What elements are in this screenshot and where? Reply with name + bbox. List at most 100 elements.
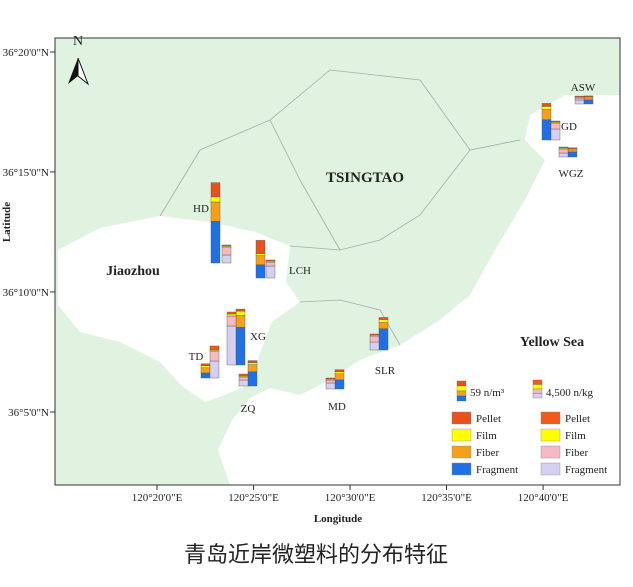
site-label: XG	[250, 331, 266, 343]
sediment-bar-segment	[209, 350, 220, 362]
water-bar-segment	[541, 109, 552, 120]
legend-label: Film	[565, 430, 586, 442]
water-bar-segment	[210, 221, 221, 264]
sediment-bar-segment	[238, 376, 249, 381]
site-label: SLR	[375, 365, 396, 377]
sediment-bar-segment	[325, 382, 336, 390]
water-bar-segment	[378, 319, 389, 323]
legend-label: Fragment	[565, 464, 607, 476]
water-bar-segment	[567, 151, 578, 158]
water-bar-segment	[235, 314, 246, 328]
water-bar-segment	[200, 363, 211, 366]
site-label: LCH	[289, 265, 311, 277]
site-label: ASW	[571, 82, 596, 94]
site-label: ZQ	[241, 403, 256, 415]
place-label: Jiaozhou	[106, 264, 160, 279]
legend-label: Fragment	[476, 464, 518, 476]
water-bar-segment	[200, 372, 211, 379]
sediment-bar-segment	[226, 315, 237, 327]
water-bar-segment	[541, 119, 552, 141]
legend-label: Pellet	[565, 413, 590, 425]
sediment-bar-segment	[226, 325, 237, 366]
water-bar-segment	[567, 147, 578, 150]
water-bar-segment	[210, 196, 221, 203]
sediment-bar-segment	[238, 379, 249, 387]
sediment-bar-segment	[325, 379, 336, 384]
scale-key-part	[456, 380, 467, 387]
scale-label: 4,500 n/kg	[546, 387, 594, 399]
water-bar-segment	[378, 317, 389, 320]
legend-label: Pellet	[476, 413, 501, 425]
scale-key-part	[532, 379, 543, 385]
district-boundary	[299, 299, 401, 346]
sediment-bar-segment	[221, 246, 232, 256]
legend-label: Film	[476, 430, 497, 442]
y-tick-label: 36°5'0"N	[8, 407, 49, 419]
sediment-bar-segment	[209, 345, 220, 351]
sediment-bar-segment	[238, 373, 249, 377]
x-tick-label: 120°25'0"E	[228, 492, 279, 504]
legend-swatch	[540, 428, 561, 442]
site-label: WGZ	[558, 168, 583, 180]
sediment-bar-segment	[226, 311, 237, 315]
legend-swatch	[451, 462, 472, 476]
y-tick-label: 36°15'0"N	[3, 167, 49, 179]
sediment-bar-segment	[265, 265, 276, 279]
sediment-bar-segment	[221, 244, 232, 247]
water-bar-segment	[334, 379, 345, 390]
sediment-bar-segment	[221, 254, 232, 264]
legend-swatch	[540, 411, 561, 425]
water-bar-segment	[247, 360, 258, 363]
scale-key-part	[532, 388, 543, 394]
legend-swatch	[451, 411, 472, 425]
y-tick-label: 36°10'0"N	[3, 287, 49, 299]
sediment-bar-segment	[550, 128, 561, 141]
sea	[218, 95, 620, 485]
scale-key-part	[532, 384, 543, 390]
water-bar-segment	[255, 255, 266, 265]
sediment-bar-segment	[558, 152, 569, 158]
x-tick-label: 120°30'0"E	[325, 492, 376, 504]
sediment-bar-segment	[209, 360, 220, 379]
sediment-bar-segment	[574, 97, 585, 101]
water-bar-segment	[378, 322, 389, 329]
site-label: TD	[189, 351, 204, 363]
water-bar-segment	[334, 371, 345, 374]
sediment-bar-segment	[265, 259, 276, 262]
water-bar-segment	[247, 362, 258, 365]
north-label: N	[73, 34, 83, 49]
place-label: TSINGTAO	[326, 170, 404, 186]
sediment-bar-segment	[369, 335, 380, 343]
legend-swatch	[451, 428, 472, 442]
water-bar-segment	[210, 182, 221, 198]
north-arrow	[68, 58, 78, 84]
water-bar-segment	[583, 95, 594, 98]
sediment-bar-segment	[226, 313, 237, 317]
legend-swatch	[540, 445, 561, 459]
water-bar-segment	[583, 97, 594, 101]
site-label: GD	[561, 121, 577, 133]
water-bar-segment	[255, 253, 266, 256]
y-axis-label: Latitude	[1, 202, 13, 242]
water-bar-segment	[583, 99, 594, 105]
sediment-bar-segment	[265, 261, 276, 267]
map-frame	[54, 37, 621, 486]
district-boundary	[269, 119, 341, 251]
water-bar-segment	[541, 106, 552, 110]
sediment-bar-segment	[550, 122, 561, 130]
water-bar-segment	[255, 264, 266, 279]
water-bar-segment	[235, 310, 246, 316]
water-bar-segment	[210, 201, 221, 222]
water-bar-segment	[334, 373, 345, 381]
district-boundary	[289, 149, 471, 251]
y-tick-label: 36°20'0"N	[3, 47, 49, 59]
sediment-bar-segment	[558, 146, 569, 149]
place-label: Yellow Sea	[520, 335, 584, 350]
legend-label: Fiber	[476, 447, 500, 459]
water-bar-segment	[541, 103, 552, 107]
x-tick-label: 120°35'0"E	[421, 492, 472, 504]
water-bar-segment	[247, 371, 258, 387]
water-bar-segment	[235, 308, 246, 312]
scale-label: 59 n/m³	[470, 387, 505, 399]
